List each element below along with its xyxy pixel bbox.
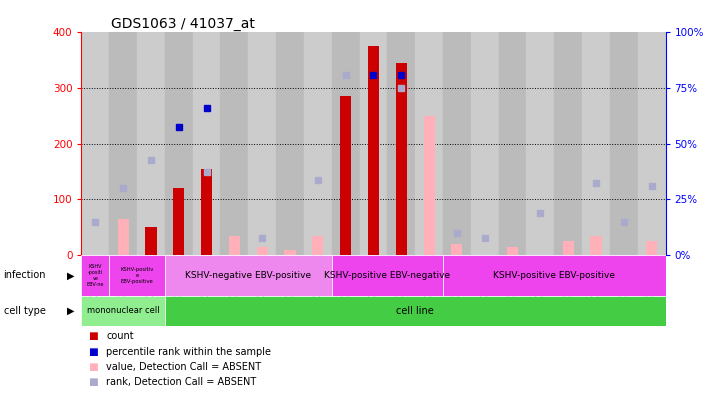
Bar bbox=[220, 32, 249, 255]
Text: ■: ■ bbox=[88, 362, 98, 372]
Bar bbox=[507, 247, 518, 255]
Bar bbox=[137, 32, 165, 255]
Bar bbox=[340, 96, 351, 255]
Text: KSHV-positive EBV-negative: KSHV-positive EBV-negative bbox=[324, 271, 450, 280]
Bar bbox=[81, 255, 109, 296]
Bar bbox=[81, 296, 165, 326]
Text: GDS1063 / 41037_at: GDS1063 / 41037_at bbox=[110, 17, 254, 31]
Text: cell type: cell type bbox=[4, 306, 45, 316]
Bar bbox=[109, 32, 137, 255]
Bar bbox=[610, 32, 638, 255]
Bar bbox=[304, 32, 332, 255]
Bar bbox=[332, 255, 443, 296]
Text: percentile rank within the sample: percentile rank within the sample bbox=[106, 347, 271, 356]
Text: KSHV-positiv
e
EBV-positive: KSHV-positiv e EBV-positive bbox=[120, 267, 154, 284]
Text: ■: ■ bbox=[88, 347, 98, 356]
Text: mononuclear cell: mononuclear cell bbox=[87, 306, 159, 315]
Bar bbox=[527, 32, 554, 255]
Bar bbox=[563, 241, 573, 255]
Bar bbox=[249, 32, 276, 255]
Bar bbox=[229, 236, 240, 255]
Bar bbox=[193, 32, 220, 255]
Bar bbox=[582, 32, 610, 255]
Bar bbox=[471, 32, 498, 255]
Bar bbox=[360, 32, 387, 255]
Bar bbox=[173, 188, 184, 255]
Bar bbox=[165, 32, 193, 255]
Text: rank, Detection Call = ABSENT: rank, Detection Call = ABSENT bbox=[106, 377, 256, 387]
Bar bbox=[387, 32, 415, 255]
Text: KSHV-negative EBV-positive: KSHV-negative EBV-positive bbox=[185, 271, 312, 280]
Bar bbox=[646, 241, 657, 255]
Bar bbox=[590, 236, 602, 255]
Bar bbox=[165, 255, 332, 296]
Bar bbox=[443, 255, 666, 296]
Bar bbox=[423, 116, 435, 255]
Text: count: count bbox=[106, 331, 134, 341]
Bar bbox=[201, 169, 212, 255]
Bar bbox=[276, 32, 304, 255]
Text: ▶: ▶ bbox=[67, 271, 74, 280]
Bar bbox=[498, 32, 527, 255]
Bar bbox=[165, 296, 666, 326]
Bar bbox=[415, 32, 443, 255]
Bar bbox=[638, 32, 666, 255]
Text: cell line: cell line bbox=[396, 306, 434, 316]
Text: ▶: ▶ bbox=[67, 306, 74, 316]
Bar bbox=[285, 249, 296, 255]
Text: ■: ■ bbox=[88, 377, 98, 387]
Text: KSHV
-positi
ve
EBV-ne: KSHV -positi ve EBV-ne bbox=[86, 264, 104, 287]
Bar bbox=[109, 255, 165, 296]
Bar bbox=[257, 247, 268, 255]
Text: KSHV-positive EBV-positive: KSHV-positive EBV-positive bbox=[493, 271, 615, 280]
Bar bbox=[312, 236, 324, 255]
Bar bbox=[396, 63, 407, 255]
Bar bbox=[145, 227, 156, 255]
Bar bbox=[81, 32, 109, 255]
Text: ■: ■ bbox=[88, 331, 98, 341]
Bar bbox=[452, 244, 462, 255]
Text: value, Detection Call = ABSENT: value, Detection Call = ABSENT bbox=[106, 362, 261, 372]
Bar bbox=[332, 32, 360, 255]
Text: infection: infection bbox=[4, 271, 46, 280]
Bar bbox=[118, 219, 129, 255]
Bar bbox=[368, 46, 379, 255]
Bar bbox=[554, 32, 582, 255]
Bar bbox=[443, 32, 471, 255]
